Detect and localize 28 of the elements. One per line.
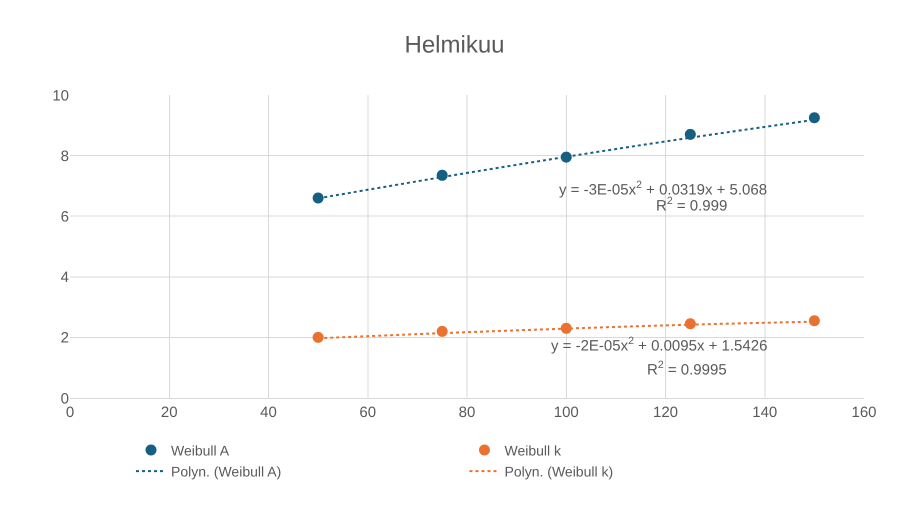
- point: [808, 112, 820, 124]
- x-tick-label: 40: [260, 404, 277, 421]
- y-tick-label: 0: [60, 390, 69, 408]
- point: [808, 315, 820, 326]
- y-tick-label: 10: [52, 87, 69, 104]
- annotation: R$^{2}$ = 0.9995: [647, 359, 727, 378]
- annotation: y = -2E-05x$^{2}$ + 0.0095x + 1.5426: [551, 335, 768, 354]
- point: [312, 192, 324, 204]
- chart-title: Helmikuu: [404, 32, 505, 59]
- y-tick-label: 2: [60, 330, 69, 347]
- point: [560, 322, 572, 334]
- point: [684, 128, 696, 140]
- x-tick-label: 80: [458, 404, 476, 421]
- legend-label: Polyn. (Weibull A): [171, 464, 282, 480]
- x-tick-label: 60: [359, 404, 376, 421]
- x-tick-label: 120: [652, 404, 678, 421]
- legend-label: Weibull k: [504, 442, 562, 458]
- x-tick-label: 160: [851, 404, 877, 421]
- y-tick-label: 6: [60, 208, 69, 226]
- annotation: R$^{2}$ = 0.999: [656, 195, 728, 214]
- point: [312, 332, 324, 343]
- legend-label: Weibull A: [171, 442, 230, 458]
- y-tick-label: 4: [60, 269, 69, 286]
- x-tick-label: 20: [160, 404, 178, 421]
- y-tick-label: 8: [60, 148, 69, 165]
- legend-label: Polyn. (Weibull k): [504, 464, 614, 480]
- x-tick-label: 140: [752, 404, 778, 421]
- x-tick-label: 100: [554, 404, 579, 421]
